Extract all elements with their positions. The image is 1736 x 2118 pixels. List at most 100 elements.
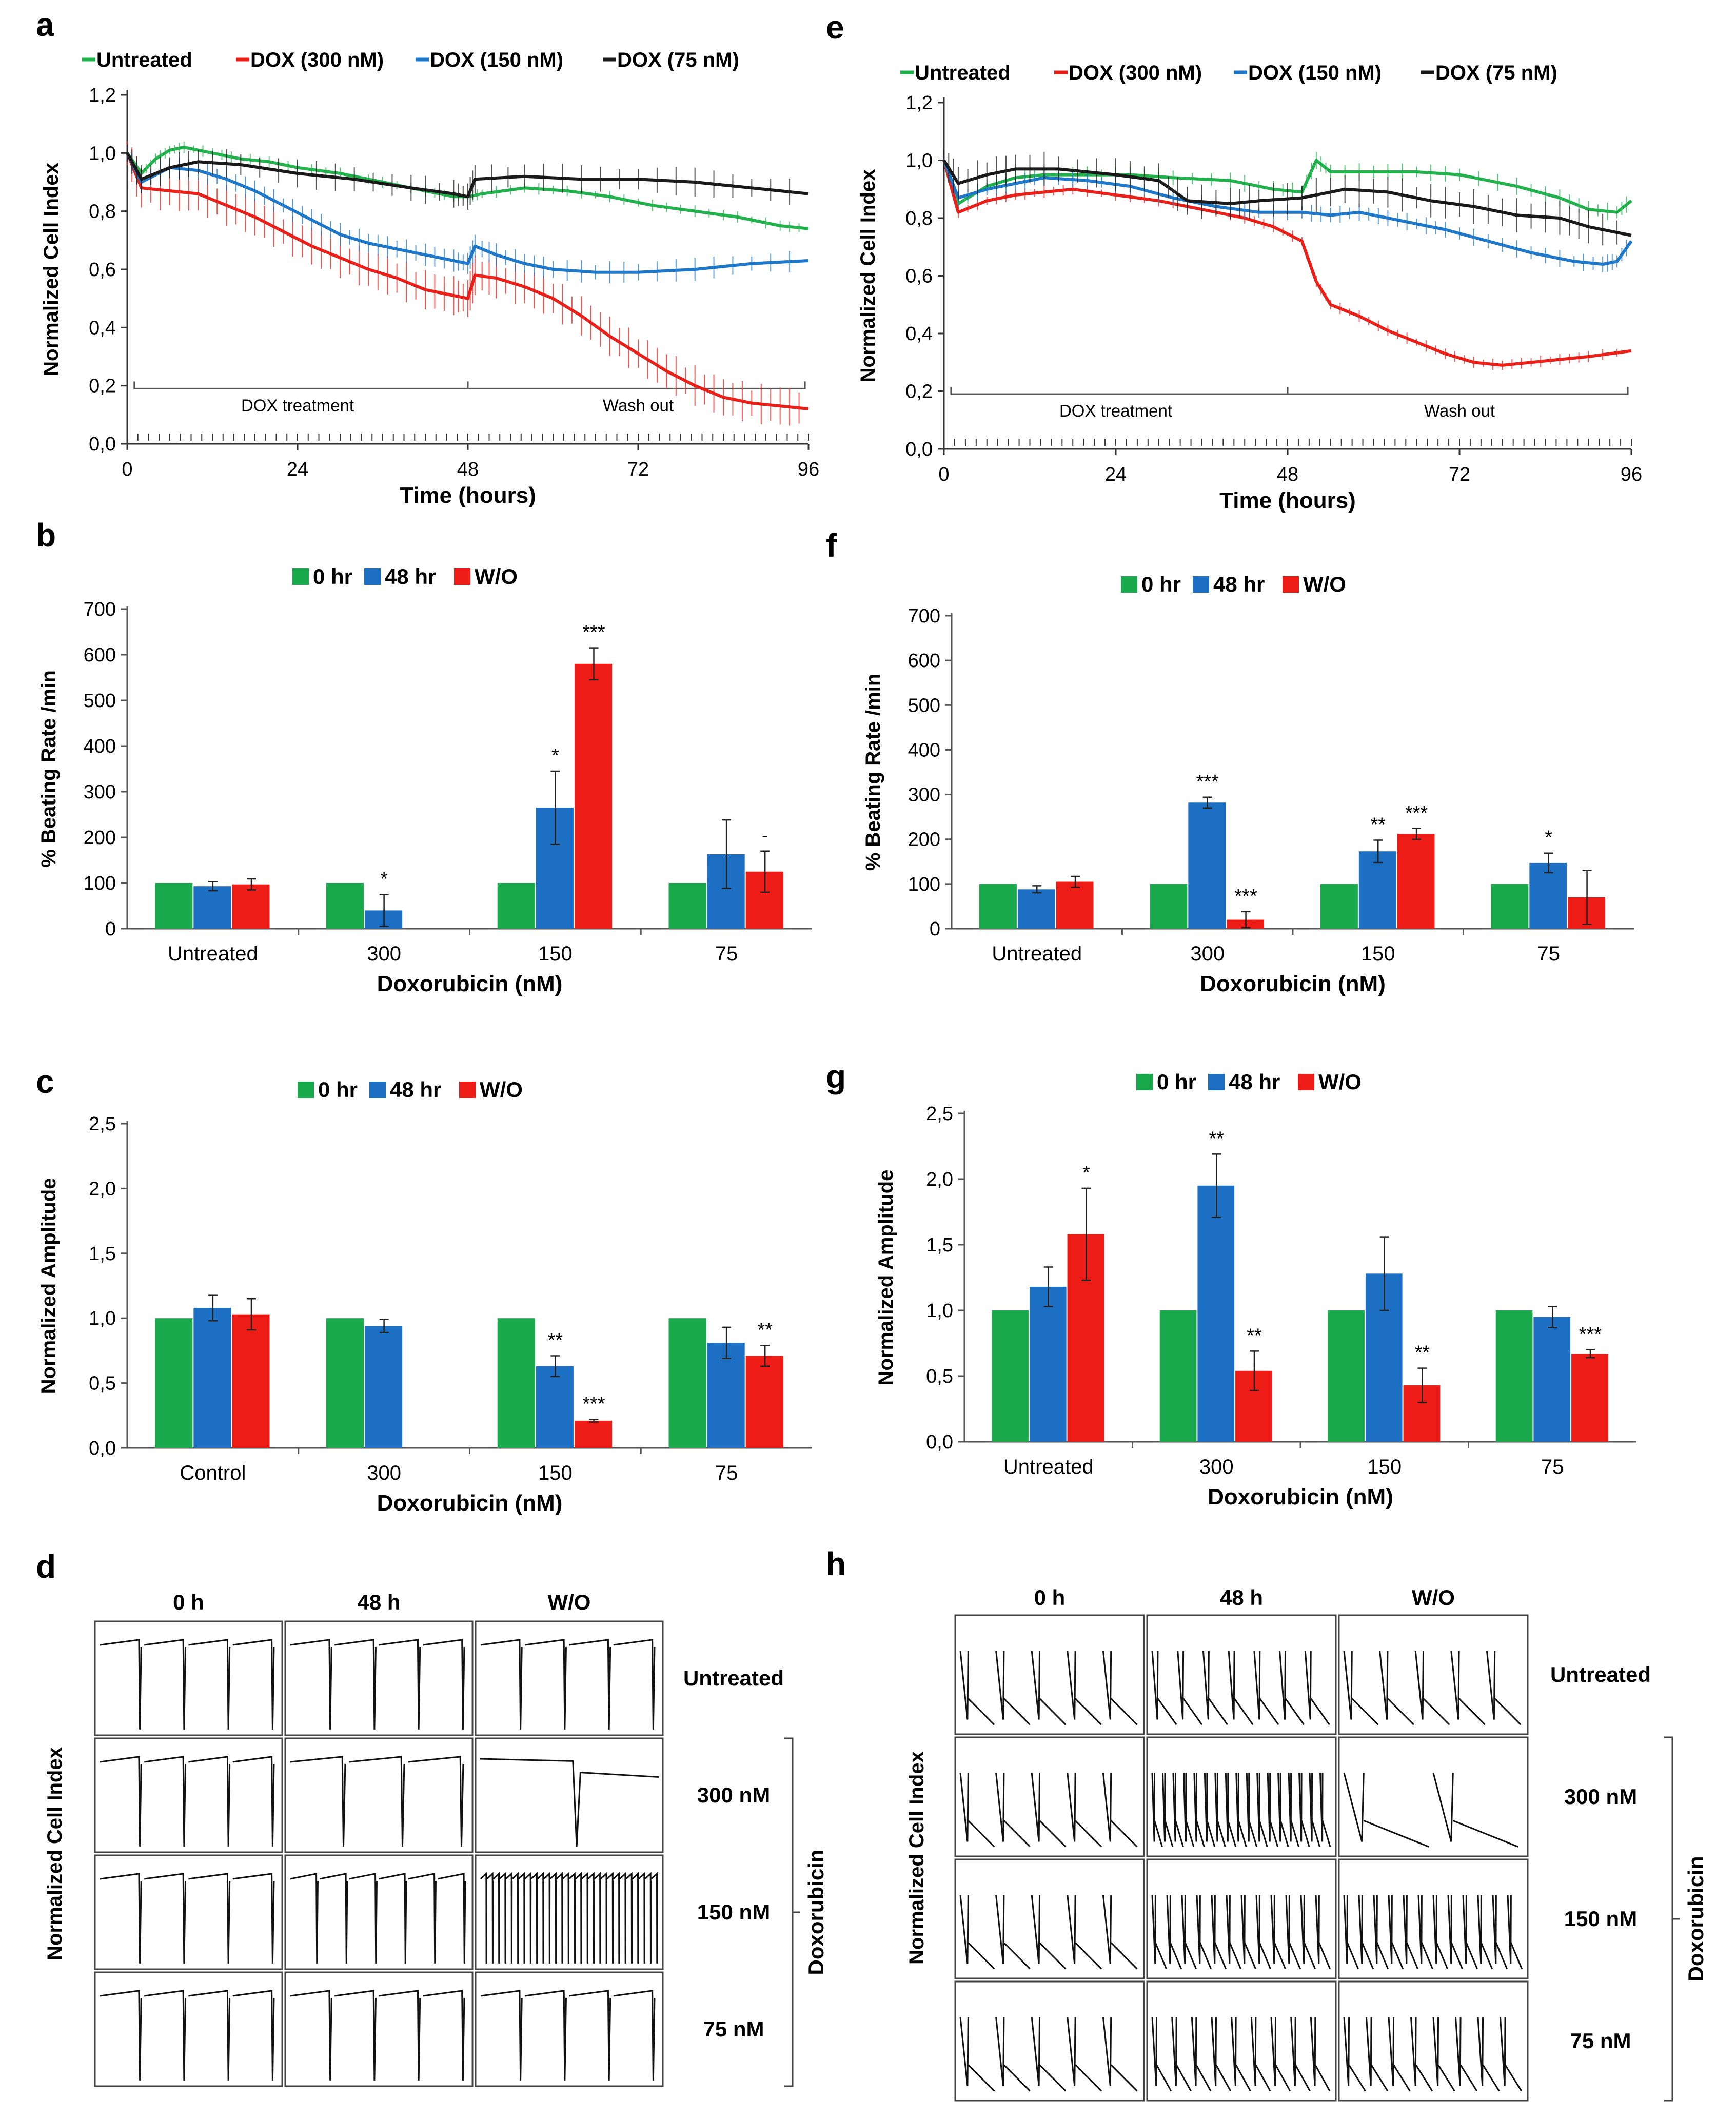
trace-row-label: Untreated bbox=[1550, 1662, 1651, 1686]
phase-label: Wash out bbox=[603, 396, 674, 415]
category-label: 75 bbox=[715, 1462, 738, 1484]
error-bar bbox=[760, 850, 770, 893]
trace-column-header: 0 h bbox=[1034, 1585, 1066, 1610]
y-tick-label: 0 bbox=[105, 918, 116, 940]
trace-cell bbox=[1338, 1614, 1529, 1735]
beat-trace bbox=[959, 1773, 1138, 1848]
series-line bbox=[126, 152, 809, 199]
y-tick-label: 0,4 bbox=[89, 317, 116, 339]
legend-label: 48 hr bbox=[390, 1077, 441, 1102]
legend-label: Untreated bbox=[96, 49, 192, 71]
y-axis-title: Normalized Amplitude bbox=[37, 1178, 60, 1394]
x-tick-label: 0 bbox=[122, 459, 132, 480]
group-bracket bbox=[784, 1737, 800, 2087]
error-bar bbox=[1373, 839, 1383, 864]
category-label: 300 bbox=[1199, 1456, 1234, 1478]
significance-label: * bbox=[551, 745, 559, 767]
trace-column-header: 48 h bbox=[357, 1590, 400, 1614]
panel-label-e: e bbox=[826, 9, 844, 46]
trace-row-label: Untreated bbox=[683, 1666, 784, 1690]
category-label: 75 bbox=[1537, 943, 1561, 965]
error-bar bbox=[1544, 852, 1553, 874]
legend-label: W/O bbox=[480, 1077, 523, 1102]
y-tick-label: 2,5 bbox=[89, 1113, 116, 1135]
beat-trace bbox=[1151, 1773, 1331, 1847]
bar bbox=[497, 883, 535, 929]
y-tick-label: 200 bbox=[908, 829, 940, 851]
panel-label-c: c bbox=[36, 1063, 54, 1100]
x-tick-label: 96 bbox=[1621, 464, 1642, 485]
beat-trace bbox=[290, 1990, 465, 2081]
trace-row-label: 150 nM bbox=[1564, 1907, 1637, 1931]
y-tick-label: 600 bbox=[84, 644, 116, 666]
error-bar bbox=[1071, 875, 1080, 888]
y-axis-title: Normalized Cell Index bbox=[857, 169, 879, 383]
error-bar bbox=[246, 1298, 256, 1331]
y-tick-label: 0,2 bbox=[905, 381, 933, 403]
trace-row-label: 150 nM bbox=[697, 1900, 770, 1924]
legend-label: 48 hr bbox=[1213, 572, 1265, 596]
bar bbox=[1017, 889, 1055, 929]
group-label: Doxorubicin bbox=[804, 1849, 828, 1975]
beat-trace bbox=[100, 1756, 275, 1847]
bar bbox=[668, 883, 706, 929]
y-tick-label: 400 bbox=[84, 736, 116, 757]
legend-swatch bbox=[292, 568, 309, 585]
category-label: 300 bbox=[367, 1462, 401, 1484]
legend-swatch bbox=[1136, 1074, 1153, 1090]
legend-swatch bbox=[369, 1082, 386, 1098]
cell-index-chart-a: Untreated DOX (300 nM) DOX (150 nM) DOX (75… bbox=[40, 49, 819, 508]
x-axis-title: Time (hours) bbox=[400, 483, 536, 508]
trace-cell bbox=[1146, 1858, 1337, 1979]
y-tick-label: 0,2 bbox=[89, 376, 116, 397]
y-tick-label: 500 bbox=[908, 695, 940, 716]
legend-swatch bbox=[1193, 576, 1209, 593]
bar bbox=[1328, 1310, 1365, 1442]
error-bar bbox=[760, 1345, 770, 1367]
legend-label: DOX (300 nM) bbox=[1069, 62, 1202, 84]
category-label: 150 bbox=[1367, 1456, 1402, 1478]
bar bbox=[193, 886, 231, 929]
legend-label: DOX (150 nM) bbox=[1248, 62, 1382, 84]
significance-label: ** bbox=[1247, 1325, 1262, 1346]
significance-label: - bbox=[762, 825, 768, 847]
significance-label: *** bbox=[1405, 802, 1428, 824]
significance-label: ** bbox=[1209, 1128, 1224, 1149]
series-line bbox=[126, 152, 809, 410]
significance-label: * bbox=[380, 868, 388, 890]
error-bar bbox=[1417, 1367, 1427, 1403]
category-label: 150 bbox=[1361, 943, 1395, 965]
significance-label: ** bbox=[1415, 1342, 1430, 1364]
trace-cell bbox=[475, 1737, 664, 1853]
y-axis-title: Normalized Amplitude bbox=[875, 1170, 897, 1386]
y-tick-label: 700 bbox=[908, 605, 940, 627]
beat-trace bbox=[1343, 1773, 1518, 1848]
error-bar bbox=[1379, 1236, 1389, 1311]
bar bbox=[1358, 851, 1396, 929]
bar bbox=[1197, 1185, 1235, 1442]
phase-bracket bbox=[133, 381, 806, 389]
legend-swatch bbox=[1121, 576, 1137, 593]
phase-bracket bbox=[950, 387, 1629, 395]
y-tick-label: 0,0 bbox=[905, 439, 933, 460]
bar bbox=[992, 1310, 1029, 1442]
bar bbox=[326, 1318, 364, 1448]
trace-cell bbox=[954, 1980, 1145, 2102]
x-axis-title: Doxorubicin (nM) bbox=[1200, 971, 1386, 996]
y-tick-label: 1,5 bbox=[926, 1234, 953, 1256]
amplitude-chart-c: 0 hr 48 hr W/O 0,0 0,5 1,0 1,5 2,0 2,5 Control 300… bbox=[37, 1077, 812, 1516]
legend-label: DOX (300 nM) bbox=[250, 49, 384, 71]
y-tick-label: 600 bbox=[908, 650, 940, 672]
error-bar bbox=[550, 1355, 560, 1378]
y-tick-label: 2,0 bbox=[926, 1169, 953, 1190]
y-tick-label: 0,6 bbox=[905, 266, 933, 287]
category-label: Untreated bbox=[1003, 1456, 1094, 1478]
y-tick-label: 0 bbox=[930, 918, 940, 940]
y-tick-label: 2,0 bbox=[89, 1178, 116, 1200]
beat-trace bbox=[100, 1639, 275, 1730]
bar bbox=[1495, 1310, 1533, 1442]
trace-cell bbox=[1338, 1736, 1529, 1857]
error-bar bbox=[1241, 911, 1251, 929]
series-line bbox=[942, 160, 1632, 367]
y-tick-label: 0,4 bbox=[905, 323, 933, 345]
